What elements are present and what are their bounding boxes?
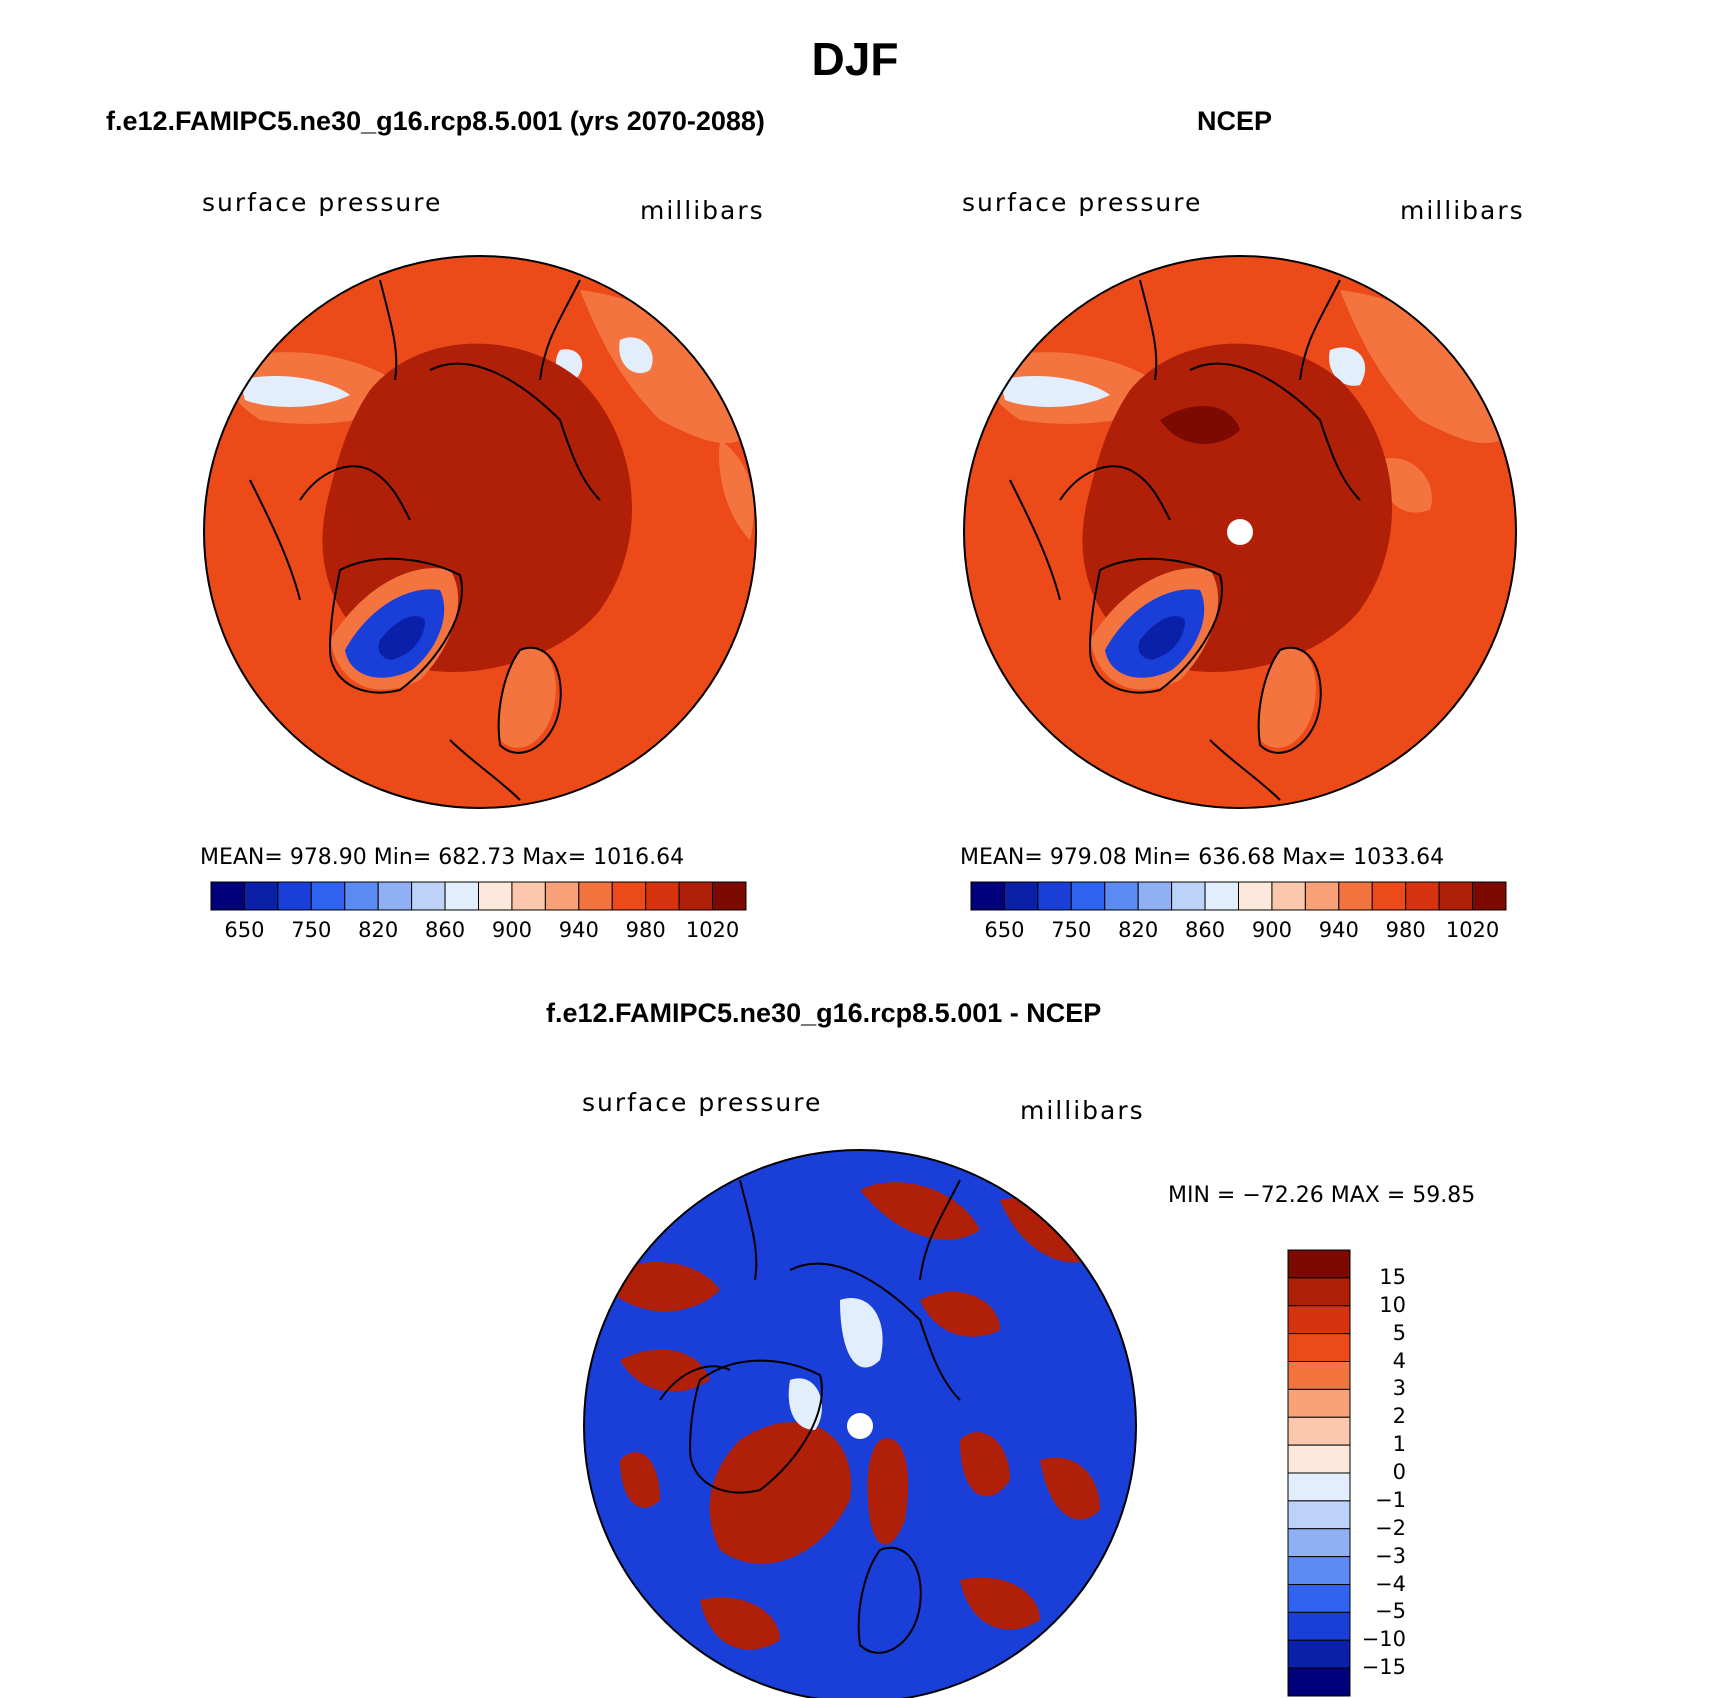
panel1-colorbar-swatch [344, 881, 379, 911]
panel3-colorbar-tick-label: −10 [1361, 1627, 1406, 1652]
panel3-colorbar-swatch [1287, 1611, 1351, 1641]
panel2-colorbar-tick-label: 860 [1185, 918, 1226, 942]
panel2-colorbar-swatch [1070, 881, 1106, 911]
panel3-colorbar-tick-label: −4 [1375, 1571, 1406, 1596]
panel3-colorbar-swatch [1287, 1444, 1351, 1474]
panel2-colorbar-swatch [1238, 881, 1273, 911]
panel1-colorbar-swatch [611, 881, 647, 911]
panel1-colorbar-tick-label: 820 [358, 918, 399, 942]
panel2-colorbar-swatch [1171, 881, 1206, 911]
panel2-colorbar-tick-label: 820 [1118, 918, 1159, 942]
panel2-variable-label: surface pressure [962, 188, 1203, 217]
panel3-colorbar-swatch [1287, 1361, 1351, 1390]
panel1-colorbar-swatch [578, 881, 613, 911]
panel3-colorbar-tick-label: 4 [1392, 1348, 1406, 1373]
panel3-colorbar-tick-label: 5 [1392, 1320, 1406, 1345]
panel2-colorbar-swatch [1304, 881, 1340, 911]
panel3-colorbar-swatch [1287, 1556, 1351, 1585]
panel3-colorbar-swatch [1287, 1388, 1351, 1418]
panel2-colorbar-swatch [1371, 881, 1407, 911]
panel3-colorbar-tick-label: −3 [1375, 1543, 1406, 1568]
panel1-colorbar [210, 881, 747, 911]
panel3-colorbar-swatch [1287, 1639, 1351, 1669]
panel1-stats: MEAN= 978.90 Min= 682.73 Max= 1016.64 [200, 845, 685, 870]
panel1-variable-label: surface pressure [202, 188, 443, 217]
panel1-colorbar-swatch [377, 881, 413, 911]
panel2-colorbar-swatch [1438, 881, 1474, 911]
panel2-colorbar-swatch [1204, 881, 1239, 911]
panel2-colorbar-swatch [1137, 881, 1173, 911]
panel3-colorbar-tick-label: 2 [1392, 1404, 1406, 1429]
panel2-colorbar-swatch [1405, 881, 1440, 911]
panel1-colorbar-swatch [478, 881, 513, 911]
panel3-colorbar-swatch [1287, 1472, 1351, 1502]
panel3-colorbar-tick-label: 3 [1392, 1376, 1406, 1401]
panel2-units-label: millibars [1400, 196, 1525, 225]
panel3-colorbar-swatch [1287, 1277, 1351, 1307]
panel1-colorbar-swatch [310, 881, 346, 911]
panel1-colorbar-swatch [444, 881, 479, 911]
panel1-colorbar-swatch [511, 881, 546, 911]
panel3-colorbar-tick-label: 0 [1392, 1460, 1406, 1484]
panel2-colorbar-tick-label: 750 [1051, 918, 1092, 942]
panel3-colorbar-tick-label: 10 [1379, 1292, 1406, 1317]
panel1-colorbar-swatch [277, 881, 312, 911]
panel2-title: NCEP [1197, 106, 1273, 136]
panel3-colorbar-swatch [1287, 1500, 1351, 1530]
panel2-colorbar-swatch [1104, 881, 1139, 911]
panel3-colorbar-tick-label: −1 [1375, 1487, 1406, 1512]
panel1-units-label: millibars [640, 196, 765, 225]
panel2-colorbar-swatch [1271, 881, 1306, 911]
panel1-colorbar-swatch [243, 881, 279, 911]
panel2-colorbar-tick-label: 1020 [1445, 918, 1500, 942]
panel2-colorbar-tick-label: 980 [1385, 918, 1426, 942]
panel2-colorbar-swatch [1003, 881, 1039, 911]
panel1-colorbar-swatch [712, 881, 747, 911]
panel1-colorbar-swatch [210, 881, 245, 911]
panel1-colorbar-swatch [645, 881, 680, 911]
panel3-colorbar-swatch [1287, 1667, 1351, 1697]
panel1-colorbar-tick-label: 650 [224, 918, 265, 942]
panel1-colorbar-swatch [678, 881, 714, 911]
panel3-variable-label: surface pressure [582, 1088, 823, 1117]
panel2-colorbar-swatch [970, 881, 1005, 911]
panel3-stats: MIN = −72.26 MAX = 59.85 [1168, 1183, 1476, 1208]
panel3-colorbar-swatch [1287, 1333, 1351, 1362]
panel1-colorbar-tick-label: 980 [625, 918, 666, 942]
panel2-colorbar-tick-label: 900 [1251, 918, 1292, 942]
panel1-polar-map [204, 256, 756, 808]
panel3-colorbar-swatch [1287, 1528, 1351, 1558]
panel1-colorbar-swatch [411, 881, 446, 911]
panel1-colorbar-tick-label: 1020 [685, 918, 740, 942]
panel3-units-label: millibars [1020, 1096, 1145, 1125]
panel3-colorbar-tick-label: 1 [1392, 1432, 1406, 1457]
panel2-colorbar-tick-label: 940 [1318, 918, 1359, 942]
panel3-colorbar-tick-label: 15 [1379, 1264, 1406, 1289]
panel1-colorbar-tick-label: 940 [558, 918, 599, 942]
panel3-colorbar-swatch [1287, 1584, 1351, 1613]
panel3-title: f.e12.FAMIPC5.ne30_g16.rcp8.5.001 - NCEP [546, 998, 1102, 1028]
panel2-colorbar-tick-label: 650 [984, 918, 1025, 942]
panel3-colorbar-tick-label: −5 [1375, 1599, 1406, 1624]
panel2-pole-mask [1227, 519, 1253, 545]
panel3-colorbar-swatch [1287, 1249, 1351, 1279]
figure-title: DJF [811, 33, 899, 85]
panel3-colorbar-tick-label: −2 [1375, 1515, 1406, 1540]
panel3-colorbar-tick-label: −15 [1361, 1655, 1406, 1680]
panel1-colorbar-tick-label: 750 [291, 918, 332, 942]
panel1-title: f.e12.FAMIPC5.ne30_g16.rcp8.5.001 (yrs 2… [106, 106, 765, 136]
panel3-colorbar-swatch [1287, 1416, 1351, 1446]
panel3-pole-mask [847, 1413, 873, 1439]
panel3-colorbar [1287, 1249, 1351, 1697]
panel2-stats: MEAN= 979.08 Min= 636.68 Max= 1033.64 [960, 845, 1445, 870]
panel2-colorbar [970, 881, 1507, 911]
panel3-colorbar-swatch [1287, 1305, 1351, 1335]
panel2-colorbar-swatch [1472, 881, 1507, 911]
panel1-colorbar-swatch [544, 881, 580, 911]
panel1-colorbar-tick-label: 860 [425, 918, 466, 942]
panel2-colorbar-swatch [1037, 881, 1072, 911]
panel1-colorbar-tick-label: 900 [491, 918, 532, 942]
panel2-colorbar-swatch [1338, 881, 1373, 911]
